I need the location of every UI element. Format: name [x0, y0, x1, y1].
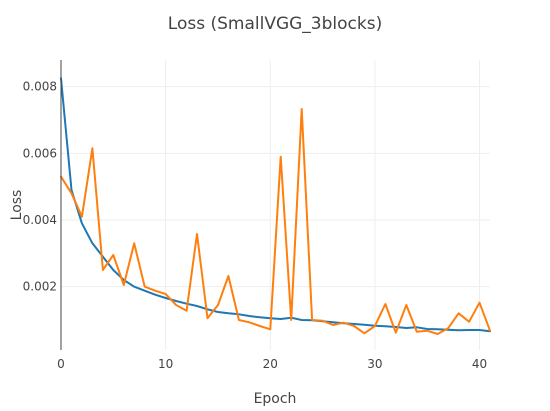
chart-title: Loss (SmallVGG_3blocks) — [168, 14, 382, 34]
y-axis-title: Loss — [9, 190, 25, 221]
x-axis-ticks: 0 10 20 30 40 — [57, 357, 487, 371]
x-tick-label: 10 — [158, 357, 173, 371]
series-line-2 — [60, 108, 491, 335]
y-axis-ticks: 0.002 0.004 0.006 0.008 — [23, 80, 57, 294]
y-tick-label: 0.006 — [23, 146, 57, 160]
y-tick-label: 0.002 — [23, 280, 57, 294]
series-line-1 — [60, 77, 491, 333]
x-tick-label: 0 — [57, 357, 65, 371]
y-tick-label: 0.008 — [23, 80, 57, 94]
series-lines — [60, 77, 491, 335]
x-tick-label: 20 — [263, 357, 278, 371]
x-axis-title: Epoch — [254, 391, 297, 407]
gridlines — [61, 60, 490, 350]
y-tick-label: 0.004 — [23, 213, 57, 227]
x-tick-label: 40 — [472, 357, 487, 371]
x-tick-label: 30 — [367, 357, 382, 371]
